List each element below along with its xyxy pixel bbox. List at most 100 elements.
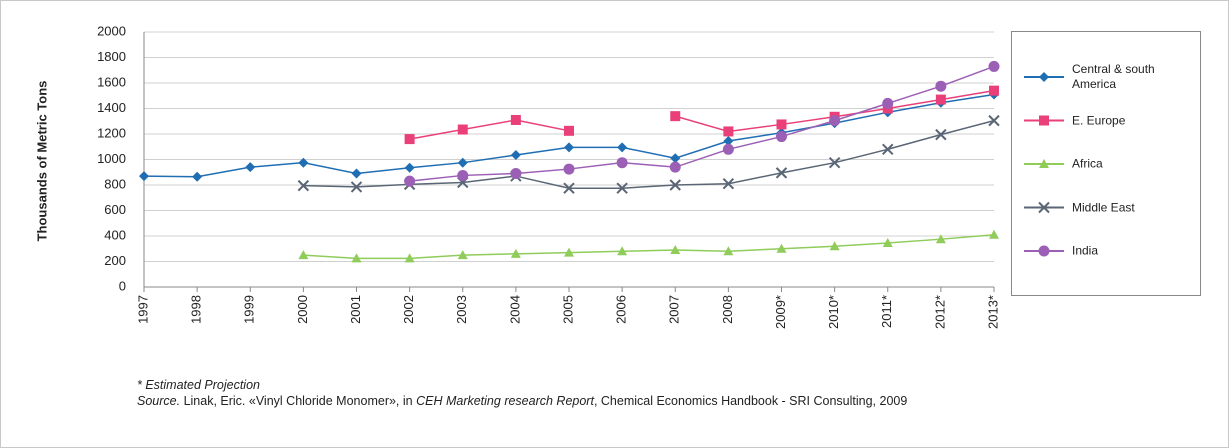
marker [988, 114, 1000, 127]
marker [1039, 115, 1049, 126]
marker [564, 142, 574, 153]
marker [882, 238, 893, 248]
marker [722, 178, 735, 190]
marker [298, 157, 309, 168]
y-tick-label: 0 [119, 278, 126, 293]
x-tick-label: 2000 [295, 295, 310, 324]
marker [563, 163, 575, 175]
marker [882, 97, 894, 109]
x-tick-label: 2001 [348, 295, 363, 324]
x-tick-label: 2002 [401, 295, 416, 324]
marker [350, 181, 363, 193]
y-tick-label: 600 [104, 202, 126, 217]
marker [192, 171, 203, 182]
marker [935, 128, 947, 141]
legend-label: E. Europe [1072, 113, 1126, 127]
x-tick-label: 2009* [773, 295, 788, 329]
marker [404, 253, 415, 263]
marker [723, 126, 734, 137]
marker [616, 157, 628, 169]
marker [829, 241, 840, 251]
source-part: Source. [137, 394, 181, 408]
marker [1039, 159, 1049, 168]
y-tick-label: 1800 [97, 49, 126, 64]
marker [776, 131, 787, 143]
marker [351, 168, 362, 179]
marker [510, 168, 522, 180]
legend-label: Africa [1072, 156, 1103, 171]
y-tick-label: 400 [104, 227, 126, 242]
x-tick-label: 2012* [932, 295, 947, 329]
marker [139, 171, 149, 182]
marker [935, 234, 946, 244]
x-tick-label: 2003 [454, 295, 469, 324]
marker [563, 182, 575, 194]
plot: Thousands of Metric Tons 0 200 400 600 800 10… [34, 23, 1000, 329]
marker [882, 143, 894, 156]
marker [935, 94, 946, 105]
y-tick-label: 1600 [97, 74, 126, 89]
marker [298, 250, 309, 260]
y-tick-label: 800 [104, 176, 126, 191]
marker [723, 246, 734, 256]
marker [1039, 72, 1049, 82]
marker [723, 136, 734, 147]
source-part: Linak, Eric. «Vinyl Chloride Monomer», i… [180, 394, 417, 408]
marker [457, 169, 469, 181]
y-tick-label: 1400 [97, 100, 126, 115]
marker [669, 179, 681, 191]
series-line [303, 119, 995, 189]
marker [670, 245, 681, 255]
legend: Central & south America E. Europe Africa Mi… [1011, 31, 1201, 296]
marker [1038, 245, 1050, 257]
x-tick-label: 2006 [614, 295, 629, 324]
x-tick-label: 2011* [879, 295, 894, 328]
source-part: , Chemical Economics Handbook - SRI Cons… [593, 394, 908, 408]
marker [1038, 201, 1050, 214]
marker [828, 156, 841, 169]
marker [457, 157, 468, 168]
marker [617, 246, 628, 256]
legend-label: Central & south America [1072, 62, 1155, 91]
legend-label: Middle East [1072, 200, 1135, 214]
x-tick-label: 1999 [242, 295, 257, 324]
marker [722, 143, 734, 155]
marker [404, 162, 415, 173]
marker [829, 115, 841, 127]
y-axis-label: Thousands of Metric Tons [34, 81, 49, 242]
marker [617, 142, 628, 153]
x-tick-label: 2005 [560, 295, 575, 324]
marker [564, 247, 574, 257]
marker [457, 250, 468, 260]
marker [988, 60, 1000, 72]
y-tick-label: 2000 [97, 23, 126, 38]
legend-label: India [1072, 243, 1099, 258]
marker [616, 182, 628, 194]
y-tick-label: 1000 [97, 151, 126, 166]
series-line [409, 65, 995, 182]
y-tick-label: 200 [104, 253, 126, 268]
x-tick-label: 2007 [667, 295, 682, 324]
marker [989, 85, 999, 96]
marker [776, 119, 787, 130]
marker [670, 111, 681, 122]
marker [351, 253, 362, 263]
legend-marks [1024, 72, 1064, 257]
footnote: * Estimated Projection Source. Linak, Eri… [137, 377, 957, 409]
marker [776, 243, 787, 253]
note: * Estimated Projection [137, 378, 260, 392]
marker [564, 125, 574, 136]
marker [670, 153, 681, 164]
x-tick-label: 1998 [189, 295, 204, 324]
x-tick-label: 2013* [985, 295, 1000, 329]
source-part: CEH Marketing research Report [416, 394, 594, 408]
marker [510, 114, 521, 125]
marker [510, 248, 521, 258]
marker [404, 175, 416, 187]
series-line [303, 233, 995, 260]
y-tick-label: 1200 [97, 125, 126, 140]
x-tick-label: 1997 [135, 295, 150, 324]
x-tick-label: 2008 [720, 295, 735, 324]
marker [297, 179, 310, 192]
